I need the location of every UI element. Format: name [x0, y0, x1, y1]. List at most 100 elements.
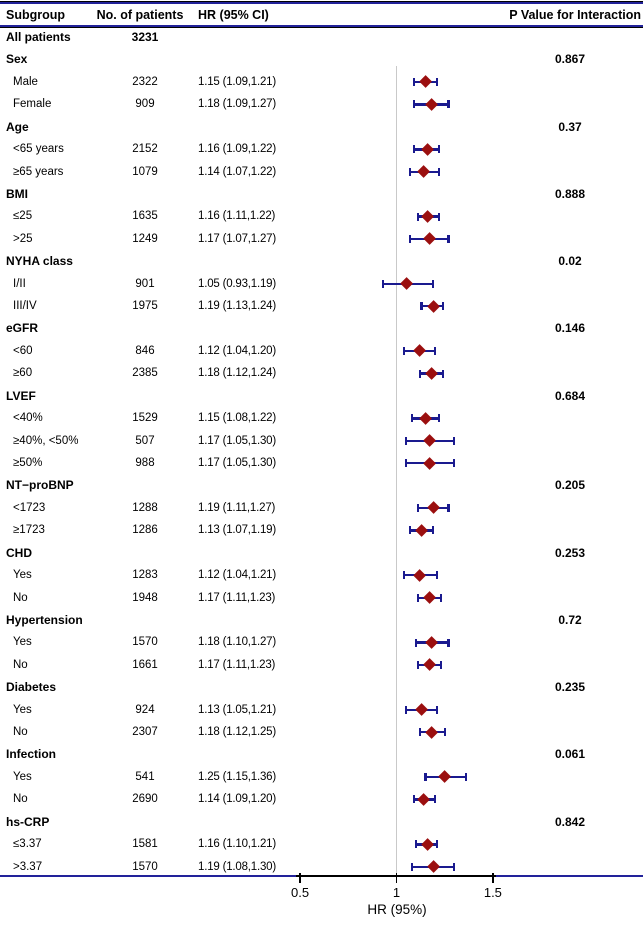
- error-bar-cap-left: [381, 279, 385, 288]
- col-header-hr-ci: HR (95% CI): [198, 8, 269, 22]
- subgroup-label: Female: [13, 98, 52, 111]
- subgroup-label: Yes: [13, 636, 32, 649]
- table-row: No 1948 1.17 (1.11,1.23): [0, 587, 643, 609]
- patient-count: 1948: [132, 591, 158, 604]
- patient-count: 2307: [132, 726, 158, 739]
- table-row: >25 1249 1.17 (1.07,1.27): [0, 228, 643, 250]
- header-rule-black: [0, 27, 643, 29]
- hr-ci-value: 1.17 (1.11,1.23): [198, 591, 276, 604]
- hr-ci-value: 1.17 (1.11,1.23): [198, 658, 276, 671]
- error-bar-cap-right: [435, 571, 439, 580]
- subgroup-label: hs-CRP: [6, 814, 50, 829]
- p-value-interaction: 0.205: [554, 478, 586, 493]
- hr-ci-value: 1.12 (1.04,1.20): [198, 344, 276, 357]
- error-bar-cap-left: [416, 593, 419, 602]
- table-row: ≥65 years 1079 1.14 (1.07,1.22): [0, 161, 643, 183]
- hr-ci-value: 1.05 (0.93,1.19): [198, 277, 276, 290]
- p-value-interaction: 0.37: [558, 119, 582, 134]
- error-bar-cap-right: [433, 347, 437, 356]
- error-bar-cap-left: [412, 100, 415, 109]
- subgroup-label: NYHA class: [6, 254, 73, 269]
- table-row: ≥60 2385 1.18 (1.12,1.24): [0, 362, 643, 384]
- table-row: Male 2322 1.15 (1.09,1.21): [0, 71, 643, 93]
- table-row: Yes 1283 1.12 (1.04,1.21): [0, 564, 643, 586]
- error-bar-cap-left: [424, 773, 427, 782]
- subgroup-label: <1723: [13, 501, 46, 514]
- x-axis-tick: [299, 873, 301, 883]
- error-bar-cap-right: [437, 212, 440, 221]
- patient-count: 1581: [132, 838, 158, 851]
- hr-ci-value: 1.25 (1.15,1.36): [198, 770, 276, 783]
- table-row: No 1661 1.17 (1.11,1.23): [0, 654, 643, 676]
- x-axis-label: HR (95%): [367, 902, 427, 917]
- error-bar-cap-right: [447, 234, 450, 243]
- subgroup-label: ≥60: [13, 367, 33, 380]
- hr-ci-value: 1.16 (1.09,1.22): [198, 143, 276, 156]
- hr-ci-value: 1.19 (1.13,1.24): [198, 300, 276, 313]
- group-row: Age 0.37: [0, 116, 643, 138]
- error-bar-cap-right: [453, 862, 456, 871]
- hr-ci-value: 1.18 (1.12,1.24): [198, 367, 276, 380]
- error-bar-cap-left: [410, 414, 413, 423]
- subgroup-label: Male: [13, 75, 38, 88]
- header-rule-navy: [0, 25, 643, 28]
- subgroup-label: NT−proBNP: [6, 478, 74, 493]
- patient-count: 1288: [132, 501, 158, 514]
- patient-count: 2322: [132, 75, 158, 88]
- x-axis-tick: [492, 873, 494, 883]
- group-row: NYHA class 0.02: [0, 250, 643, 272]
- error-bar-cap-right: [439, 593, 442, 602]
- error-bar-cap-left: [405, 705, 408, 714]
- subgroup-label: Yes: [13, 569, 32, 582]
- error-bar-cap-right: [432, 279, 435, 288]
- error-bar-cap-right: [432, 526, 435, 535]
- col-header-p-value: P Value for Interaction: [509, 8, 641, 22]
- x-axis-tick-label: 0.5: [291, 885, 310, 900]
- error-bar-cap-left: [408, 526, 412, 535]
- patient-count: 846: [135, 344, 155, 357]
- p-value-interaction: 0.684: [554, 388, 586, 403]
- subgroup-label: Yes: [13, 703, 32, 716]
- subgroup-label: ≥50%: [13, 456, 43, 469]
- subgroup-label: ≥65 years: [13, 165, 64, 178]
- subgroup-label: III/IV: [13, 300, 37, 313]
- subgroup-label: >3.37: [13, 860, 43, 873]
- table-row: Yes 541 1.25 (1.15,1.36): [0, 766, 643, 788]
- p-value-interaction: 0.842: [554, 814, 586, 829]
- error-bar-cap-left: [410, 862, 413, 871]
- hr-ci-value: 1.15 (1.08,1.22): [198, 412, 276, 425]
- table-row: Yes 924 1.13 (1.05,1.21): [0, 699, 643, 721]
- subgroup-label: LVEF: [6, 388, 36, 403]
- error-bar-cap-right: [447, 638, 450, 647]
- hr-ci-value: 1.17 (1.07,1.27): [198, 232, 276, 245]
- error-bar-cap-right: [453, 459, 456, 468]
- patient-count: 924: [135, 703, 155, 716]
- subgroup-label: No: [13, 793, 28, 806]
- x-axis-tick-label: 1: [392, 885, 401, 900]
- error-bar-cap-left: [408, 167, 412, 176]
- error-bar-cap-right: [435, 705, 439, 714]
- group-row: LVEF 0.684: [0, 385, 643, 407]
- subgroup-label: CHD: [6, 545, 32, 560]
- error-bar-cap-left: [420, 302, 423, 311]
- error-bar-cap-right: [453, 436, 456, 445]
- hr-ci-value: 1.15 (1.09,1.21): [198, 75, 276, 88]
- patient-count: 1249: [132, 232, 158, 245]
- error-bar-cap-left: [408, 234, 412, 243]
- group-row: NT−proBNP 0.205: [0, 474, 643, 496]
- patient-count: 901: [135, 277, 155, 290]
- p-value-interaction: 0.061: [554, 747, 586, 762]
- x-axis-tick: [395, 873, 398, 883]
- hr-ci-value: 1.18 (1.12,1.25): [198, 726, 276, 739]
- subgroup-label: Infection: [6, 747, 56, 762]
- error-bar-cap-right: [447, 504, 450, 513]
- error-bar-cap-left: [412, 145, 415, 154]
- patient-count: 988: [135, 456, 155, 469]
- hr-ci-value: 1.17 (1.05,1.30): [198, 456, 276, 469]
- p-value-interaction: 0.888: [554, 186, 586, 201]
- subgroup-label: All patients: [6, 30, 71, 44]
- error-bar-cap-right: [447, 100, 450, 109]
- error-bar-cap-left: [418, 728, 421, 737]
- hr-ci-value: 1.13 (1.07,1.19): [198, 524, 276, 537]
